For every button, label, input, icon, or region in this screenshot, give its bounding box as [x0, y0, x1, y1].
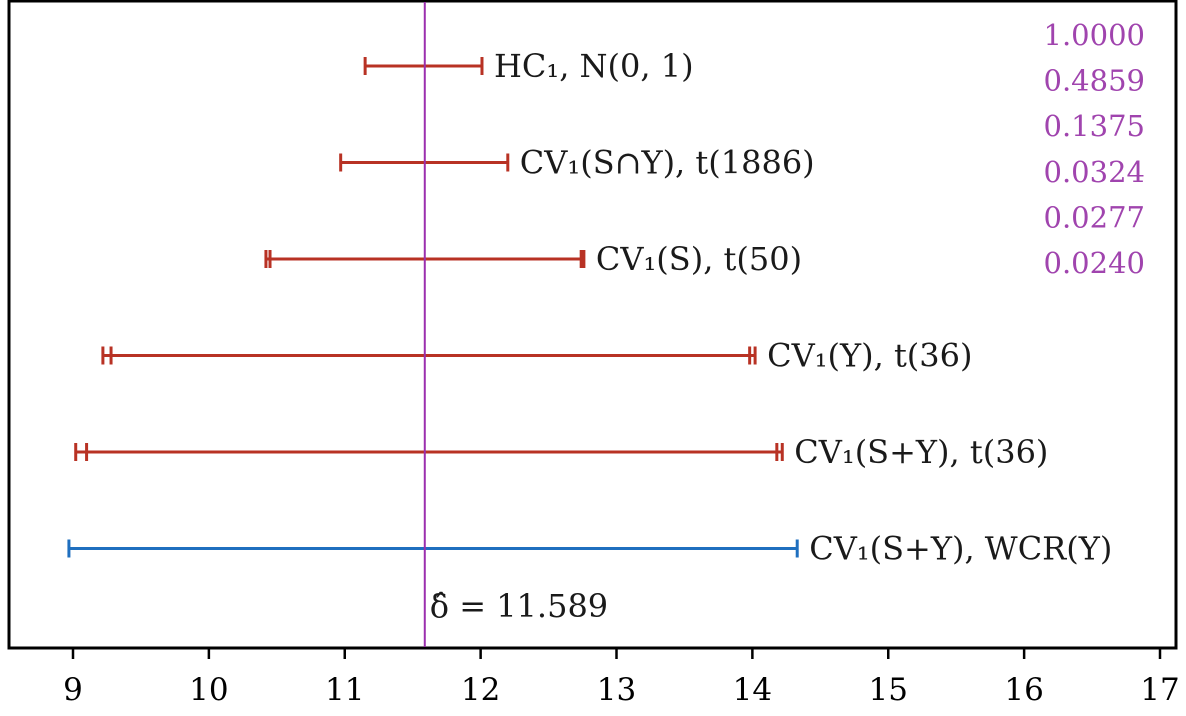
p-value: 0.0324 [1044, 155, 1145, 189]
interval-label: CV₁(S+Y), t(36) [794, 433, 1048, 471]
interval-row: HC₁, N(0, 1) [363, 47, 694, 85]
x-axis: 9 10 11 12 13 14 15 16 17 [63, 647, 1180, 708]
interval-group: HC₁, N(0, 1) CV₁(S∩Y), t(1886) CV₁(S), t(5… [67, 47, 1112, 568]
x-tick-label: 16 [1004, 672, 1043, 708]
estimate-group: δ̂ = 11.589 [423, 2, 608, 647]
p-value-group: 1.0000 0.4859 0.1375 0.0324 0.0277 0.0240 [1044, 18, 1145, 280]
x-tick-label: 9 [63, 672, 83, 708]
interval-row: CV₁(S∩Y), t(1886) [339, 144, 815, 182]
p-value: 0.4859 [1044, 64, 1145, 98]
x-tick-label: 10 [189, 672, 228, 708]
x-tick-label: 15 [869, 672, 908, 708]
interval-row: CV₁(Y), t(36) [101, 337, 972, 375]
estimate-label: δ̂ = 11.589 [430, 587, 608, 625]
interval-label: CV₁(Y), t(36) [767, 337, 972, 375]
interval-row: CV₁(S), t(50) [264, 240, 802, 278]
x-tick-label: 14 [733, 672, 772, 708]
p-value: 0.0277 [1044, 200, 1145, 234]
interval-label: CV₁(S∩Y), t(1886) [520, 144, 815, 182]
x-tick-label: 12 [461, 672, 500, 708]
p-value: 0.0240 [1044, 246, 1145, 280]
interval-row: CV₁(S+Y), t(36) [74, 433, 1048, 471]
p-value: 0.1375 [1044, 109, 1145, 143]
interval-label: CV₁(S+Y), WCR(Y) [809, 530, 1112, 568]
x-tick-label: 11 [325, 672, 364, 708]
x-tick-label: 13 [597, 672, 636, 708]
x-tick-label: 17 [1140, 672, 1179, 708]
interval-label: HC₁, N(0, 1) [494, 47, 694, 85]
p-value: 1.0000 [1044, 18, 1145, 52]
plot-frame [7, 0, 1178, 650]
interval-label: CV₁(S), t(50) [596, 240, 802, 278]
interval-row: CV₁(S+Y), WCR(Y) [67, 530, 1112, 568]
